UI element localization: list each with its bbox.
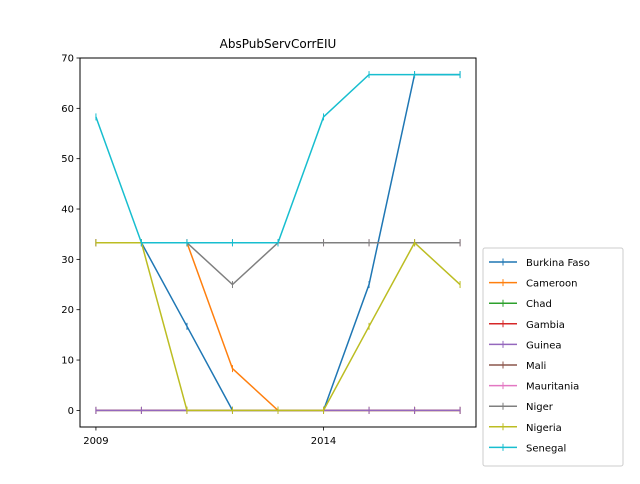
- legend-item-burkina-faso: Burkina Faso: [489, 258, 590, 269]
- y-tick-label: 50: [61, 154, 74, 165]
- y-tick-label: 0: [68, 406, 74, 417]
- x-axis: 2009 2014: [83, 427, 336, 447]
- legend-label: Chad: [526, 299, 552, 310]
- y-tick-label: 70: [61, 54, 74, 65]
- series-nigeria: [95, 239, 461, 414]
- legend-label: Senegal: [526, 443, 566, 454]
- legend-label: Niger: [526, 402, 554, 413]
- y-tick-label: 40: [61, 205, 74, 216]
- legend-item-cameroon: Cameroon: [489, 279, 577, 290]
- y-tick-label: 20: [61, 305, 74, 316]
- legend-item-chad: Chad: [489, 299, 552, 310]
- legend-item-niger: Niger: [489, 402, 554, 413]
- legend-item-senegal: Senegal: [489, 443, 566, 454]
- legend: Burkina Faso Cameroon Chad Gambia Guinea Mali…: [482, 247, 624, 467]
- x-tick-label: 2014: [311, 436, 336, 447]
- plot-frame: [79, 57, 477, 428]
- legend-label: Mali: [526, 361, 546, 372]
- legend-item-gambia: Gambia: [489, 320, 565, 331]
- series-senegal: [95, 71, 461, 247]
- x-tick-label: 2009: [83, 436, 108, 447]
- plot-area: [95, 71, 461, 414]
- legend-label: Burkina Faso: [526, 258, 590, 269]
- legend-item-guinea: Guinea: [489, 340, 561, 351]
- y-tick-label: 30: [61, 255, 74, 266]
- legend-label: Nigeria: [526, 423, 562, 434]
- legend-item-mali: Mali: [489, 361, 546, 372]
- legend-item-nigeria: Nigeria: [489, 423, 562, 434]
- legend-label: Cameroon: [526, 279, 577, 290]
- legend-label: Gambia: [526, 320, 565, 331]
- chart-title: AbsPubServCorrEIU: [220, 37, 337, 51]
- y-tick-label: 10: [61, 356, 74, 367]
- legend-frame: [482, 247, 624, 467]
- y-tick-label: 60: [61, 104, 74, 115]
- legend-item-mauritania: Mauritania: [489, 382, 579, 393]
- y-axis: 0 10 20 30 40 50 60 70: [61, 54, 80, 417]
- legend-label: Mauritania: [526, 382, 579, 393]
- legend-label: Guinea: [526, 340, 561, 351]
